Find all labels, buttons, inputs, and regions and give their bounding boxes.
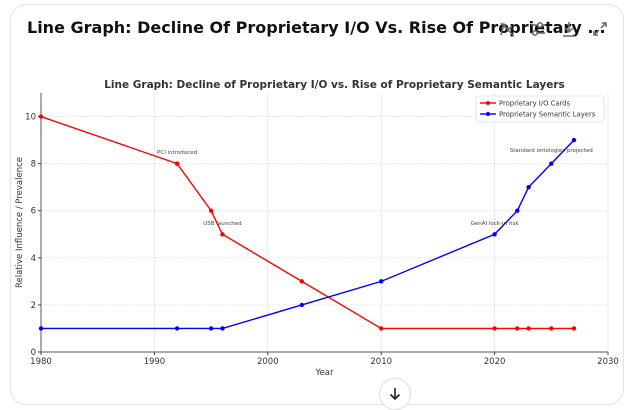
legend-marker [486,101,490,105]
data-point [174,326,180,331]
legend-label: Proprietary I/O Cards [499,100,570,108]
download-icon[interactable] [560,20,578,38]
annotation: GenAI lock-in risk [471,221,520,227]
data-point [549,161,554,166]
arrow-down-icon [389,388,401,401]
annotation: PCI introduced [157,150,197,156]
expand-icon[interactable] [591,20,609,38]
legend-label: Proprietary Semantic Layers [499,111,596,119]
data-point [38,326,44,331]
data-point [299,279,305,284]
sliders-icon[interactable] [529,20,547,38]
data-point [571,326,577,331]
data-point [526,184,531,190]
x-tick-label: 2030 [597,357,619,367]
data-point [526,326,531,331]
x-tick-label: 1980 [30,357,52,367]
data-point [38,114,44,119]
chart-card [10,4,624,405]
y-tick-label: 6 [31,207,36,217]
data-point [379,326,384,331]
data-point [379,279,384,284]
data-point [571,137,577,143]
x-tick-label: 2000 [257,357,279,367]
legend-marker [486,112,490,116]
x-axis-label: Year [315,368,335,378]
y-axis-label: Relative Influence / Prevalence [15,157,25,288]
chart-title: Line Graph: Decline of Proprietary I/O v… [104,79,565,91]
data-point [220,326,225,331]
annotation: Standard ontologies projected [510,148,593,154]
annotation: USB launched [203,221,241,227]
data-point [492,232,497,237]
data-point [492,326,497,331]
y-tick-label: 8 [31,160,36,170]
y-tick-label: 0 [31,348,36,358]
data-point [174,161,180,166]
chart-hide-icon[interactable] [498,20,516,38]
legend [475,95,605,123]
data-point [208,326,214,331]
x-tick-label: 2020 [484,357,506,367]
data-point [220,232,225,237]
data-point [515,326,520,331]
page-title: Line Graph: Decline Of Proprietary I/O V… [27,18,606,37]
scroll-down-button[interactable] [379,378,411,410]
y-tick-label: 4 [31,254,36,264]
data-point [208,208,214,213]
data-point [515,208,520,213]
data-point [549,326,554,331]
y-tick-label: 2 [31,301,36,311]
x-tick-label: 2010 [370,357,392,367]
line-chart: Line Graph: Decline of Proprietary I/O v… [15,79,619,378]
x-tick-label: 1990 [144,357,166,367]
y-tick-label: 10 [25,113,36,123]
data-point [299,302,305,308]
